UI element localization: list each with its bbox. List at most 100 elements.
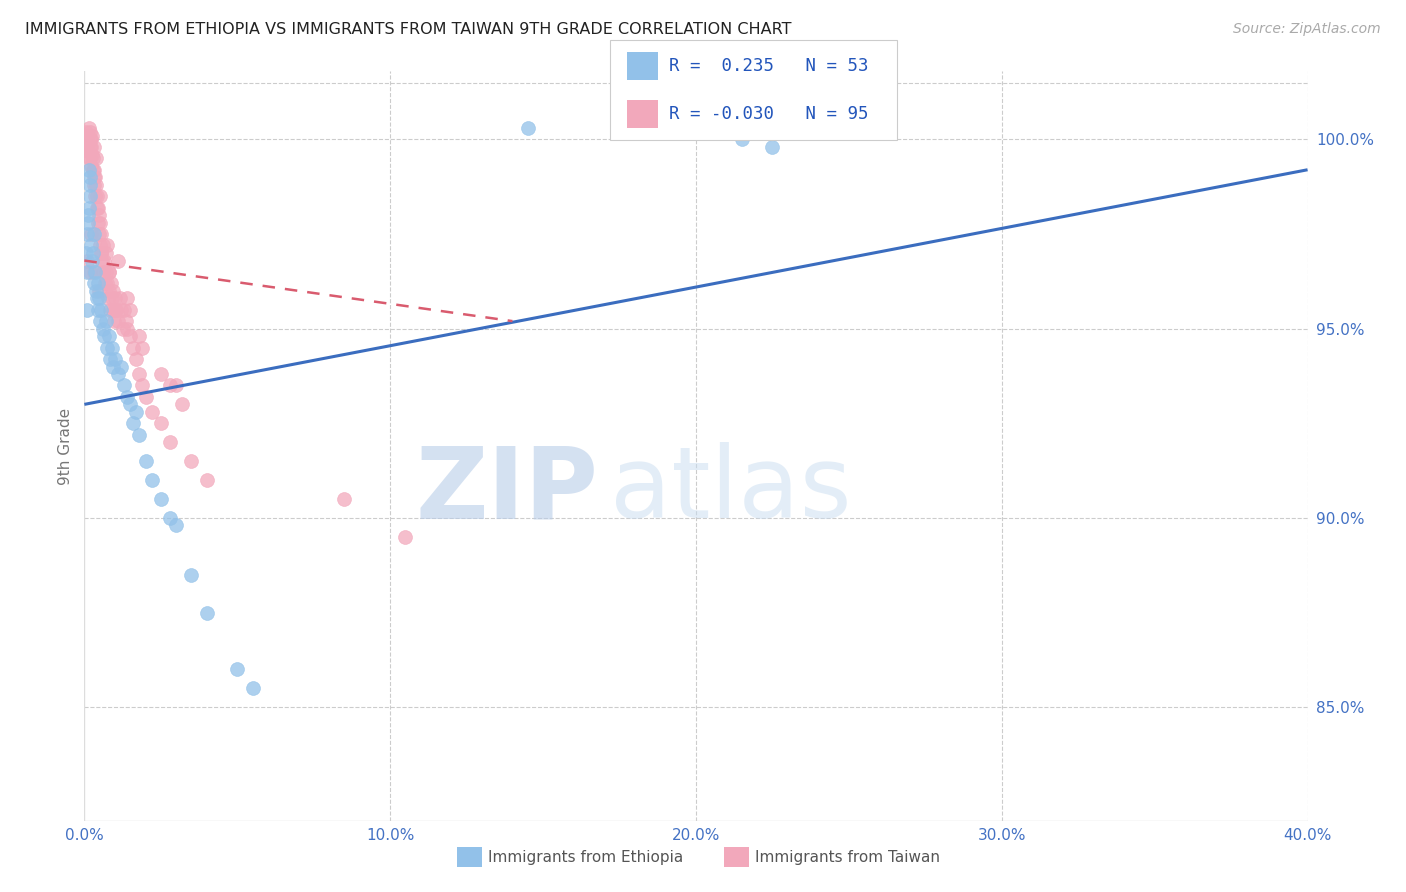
- Point: [108, 292, 131, 306]
- Point: [77, 216, 100, 230]
- Point: [77, 162, 100, 177]
- Point: [114, 314, 136, 328]
- Point: [115, 390, 138, 404]
- Point: [84, 284, 107, 298]
- Point: [82, 162, 104, 177]
- Text: ZIP: ZIP: [415, 442, 598, 540]
- Point: [87, 201, 110, 215]
- Text: IMMIGRANTS FROM ETHIOPIA VS IMMIGRANTS FROM TAIWAN 9TH GRADE CORRELATION CHART: IMMIGRANTS FROM ETHIOPIA VS IMMIGRANTS F…: [25, 22, 792, 37]
- Text: Immigrants from Taiwan: Immigrants from Taiwan: [755, 850, 941, 864]
- Text: atlas: atlas: [610, 442, 852, 540]
- Point: [159, 378, 181, 392]
- Point: [94, 314, 117, 328]
- Point: [141, 473, 163, 487]
- Point: [80, 132, 103, 146]
- Point: [97, 292, 120, 306]
- Point: [128, 427, 150, 442]
- Point: [125, 405, 148, 419]
- Point: [90, 246, 112, 260]
- Point: [77, 144, 100, 158]
- Point: [131, 341, 153, 355]
- Point: [111, 321, 134, 335]
- Point: [79, 189, 101, 203]
- Point: [79, 125, 101, 139]
- Point: [333, 491, 356, 506]
- Point: [87, 284, 110, 298]
- Point: [107, 253, 129, 268]
- Point: [82, 152, 104, 166]
- Point: [91, 321, 114, 335]
- Point: [79, 140, 101, 154]
- Text: Immigrants from Ethiopia: Immigrants from Ethiopia: [488, 850, 683, 864]
- Point: [128, 367, 150, 381]
- Point: [84, 152, 107, 166]
- Point: [94, 246, 117, 260]
- Point: [89, 216, 111, 230]
- Point: [83, 227, 105, 241]
- Point: [76, 132, 98, 146]
- Point: [226, 662, 249, 676]
- Point: [87, 292, 110, 306]
- Point: [96, 265, 118, 279]
- Point: [87, 208, 110, 222]
- Text: R = -0.030   N = 95: R = -0.030 N = 95: [669, 105, 869, 123]
- Point: [80, 128, 103, 143]
- Point: [77, 136, 100, 151]
- Point: [80, 159, 103, 173]
- Point: [104, 292, 127, 306]
- Point: [115, 292, 138, 306]
- Point: [80, 253, 103, 268]
- Point: [91, 238, 114, 252]
- Point: [516, 121, 538, 136]
- Point: [76, 253, 98, 268]
- Point: [83, 140, 105, 154]
- Point: [90, 246, 112, 260]
- Point: [86, 292, 108, 306]
- Point: [731, 132, 754, 146]
- Point: [75, 246, 97, 260]
- Point: [84, 189, 107, 203]
- Point: [131, 378, 153, 392]
- Point: [101, 292, 124, 306]
- Point: [80, 227, 103, 241]
- Point: [195, 473, 218, 487]
- Point: [77, 152, 100, 166]
- Point: [82, 246, 104, 260]
- Point: [98, 351, 121, 366]
- Point: [180, 567, 202, 582]
- Point: [90, 302, 112, 317]
- Y-axis label: 9th Grade: 9th Grade: [58, 408, 73, 484]
- Point: [103, 314, 125, 328]
- Point: [122, 341, 145, 355]
- Point: [84, 265, 107, 279]
- Point: [128, 329, 150, 343]
- Point: [135, 390, 157, 404]
- Point: [112, 378, 135, 392]
- Point: [76, 140, 98, 154]
- Point: [89, 189, 111, 203]
- Point: [115, 321, 138, 335]
- Point: [80, 140, 103, 154]
- Point: [141, 405, 163, 419]
- Point: [87, 227, 110, 241]
- Point: [96, 277, 118, 291]
- Point: [86, 216, 108, 230]
- Point: [103, 284, 125, 298]
- Point: [90, 227, 112, 241]
- Point: [94, 277, 117, 291]
- Point: [87, 302, 110, 317]
- Point: [101, 341, 124, 355]
- Point: [76, 265, 98, 279]
- Point: [96, 238, 118, 252]
- Point: [110, 302, 132, 317]
- Point: [86, 201, 108, 215]
- Point: [80, 147, 103, 161]
- Point: [84, 170, 107, 185]
- Point: [91, 265, 114, 279]
- Point: [76, 302, 98, 317]
- Point: [149, 367, 172, 381]
- Point: [75, 125, 97, 139]
- Point: [93, 329, 115, 343]
- Point: [83, 178, 105, 192]
- Point: [93, 253, 115, 268]
